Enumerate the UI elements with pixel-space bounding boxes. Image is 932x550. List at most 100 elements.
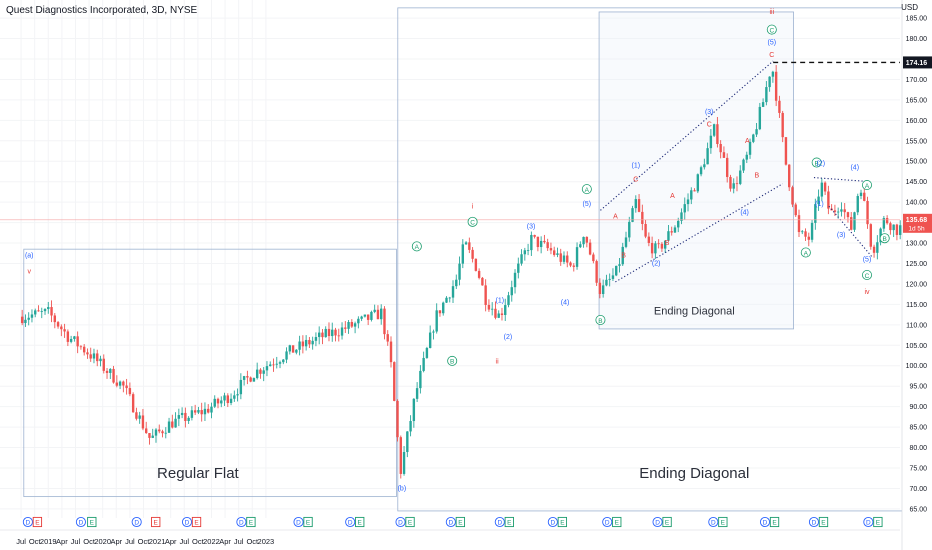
dividend-marker[interactable]	[759, 516, 771, 528]
earnings-marker[interactable]	[612, 516, 622, 528]
dividend-marker[interactable]	[293, 516, 304, 528]
candle-body	[872, 246, 876, 253]
x-axis: Jul Oct 2019 Apr Jul Oct 2020 Apr Jul Oct 2021 Apr J…	[16, 537, 274, 546]
candle-body	[507, 295, 510, 306]
earnings-marker[interactable]	[303, 516, 313, 528]
dividend-marker[interactable]	[547, 516, 558, 528]
candle-body	[86, 352, 89, 355]
dividend-marker[interactable]	[22, 516, 33, 528]
candle-body	[846, 212, 850, 218]
wave-label: B	[598, 318, 602, 325]
candle-body	[148, 433, 151, 438]
earnings-marker-label: E	[772, 519, 777, 526]
candle-body	[295, 349, 298, 353]
earnings-marker[interactable]	[504, 516, 514, 528]
wave-label: (3)	[705, 109, 714, 116]
candle-body	[301, 341, 305, 347]
earnings-marker[interactable]	[662, 516, 672, 528]
dividend-marker[interactable]	[181, 516, 193, 528]
earnings-marker[interactable]	[191, 516, 202, 528]
earnings-marker[interactable]	[355, 516, 365, 528]
earnings-marker[interactable]	[246, 516, 256, 528]
dividend-marker[interactable]	[131, 516, 142, 528]
y-tick-label: 140.00	[906, 200, 928, 207]
candle-body	[801, 231, 804, 233]
candle-body	[582, 236, 585, 245]
wave-label-circle	[595, 314, 606, 325]
dividend-marker-label: D	[26, 519, 31, 526]
box-label: Ending Diagonal	[654, 306, 735, 318]
y-tick-label: 125.00	[906, 261, 928, 268]
earnings-marker[interactable]	[873, 516, 883, 528]
candle-body	[605, 279, 608, 286]
candle-body	[585, 236, 589, 243]
earnings-marker[interactable]	[87, 516, 97, 528]
wave-label: C	[633, 177, 638, 184]
dividend-marker[interactable]	[708, 516, 719, 528]
dividend-marker[interactable]	[236, 516, 247, 528]
candle-body	[533, 234, 536, 237]
candle-body	[40, 311, 43, 312]
dividend-marker[interactable]	[445, 516, 456, 528]
y-axis-bg	[902, 0, 932, 550]
candle-body	[210, 406, 213, 413]
candle-body	[161, 431, 164, 434]
candle-body	[797, 215, 801, 233]
dividend-marker-label: D	[655, 519, 660, 526]
candle-body	[455, 279, 458, 287]
dividend-marker[interactable]	[863, 516, 874, 528]
wave-label: (5)	[583, 201, 592, 208]
dividend-marker[interactable]	[652, 516, 663, 528]
candle-body	[112, 368, 115, 383]
candle-body	[611, 275, 615, 279]
candle-body	[252, 378, 256, 382]
candle-body	[536, 236, 540, 248]
dividend-marker[interactable]	[494, 516, 505, 528]
candle-body	[102, 358, 105, 371]
chart-title: Quest Diagnostics Incorporated, 3D, NYSE	[6, 5, 198, 16]
dividend-marker[interactable]	[75, 516, 86, 528]
dividend-marker-label: D	[866, 519, 871, 526]
earnings-marker[interactable]	[405, 516, 415, 528]
candle-body	[725, 157, 729, 177]
dividend-marker[interactable]	[602, 516, 613, 528]
earnings-marker[interactable]	[818, 516, 829, 528]
candle-body	[233, 395, 236, 399]
candle-body	[324, 328, 327, 338]
last-price-value: 135.68	[906, 217, 928, 224]
candle-body	[69, 338, 73, 342]
earnings-marker[interactable]	[151, 516, 161, 528]
earnings-marker[interactable]	[455, 516, 466, 528]
candle-body	[177, 415, 181, 419]
earnings-marker[interactable]	[557, 516, 568, 528]
candle-body	[419, 370, 422, 389]
wave-label: iv	[864, 289, 870, 296]
dividend-marker[interactable]	[808, 516, 820, 528]
earnings-marker[interactable]	[32, 516, 43, 528]
dividend-marker[interactable]	[345, 516, 356, 528]
x-tick-label: 2021	[149, 537, 166, 546]
candle-body	[520, 254, 523, 264]
candle-body	[859, 192, 863, 197]
candle-body	[885, 218, 889, 224]
x-tick-label: Oct	[29, 537, 42, 546]
candle-body	[572, 265, 575, 267]
y-tick-label: 75.00	[909, 465, 927, 472]
wave-label-circle	[411, 241, 422, 252]
candle-body	[275, 363, 278, 365]
candle-body	[768, 76, 771, 88]
candle-body	[889, 223, 892, 231]
wave-label: (5)	[768, 40, 777, 47]
candle-body	[96, 353, 99, 362]
candle-body	[663, 240, 667, 249]
candle-body	[608, 278, 611, 280]
dividend-marker[interactable]	[395, 516, 406, 528]
candle-body	[337, 335, 340, 337]
earnings-marker[interactable]	[769, 516, 780, 528]
dividend-marker-label: D	[185, 519, 190, 526]
candle-body	[415, 388, 419, 399]
earnings-marker[interactable]	[718, 516, 728, 528]
x-tick-label: Oct	[138, 537, 151, 546]
candle-body	[282, 359, 285, 363]
